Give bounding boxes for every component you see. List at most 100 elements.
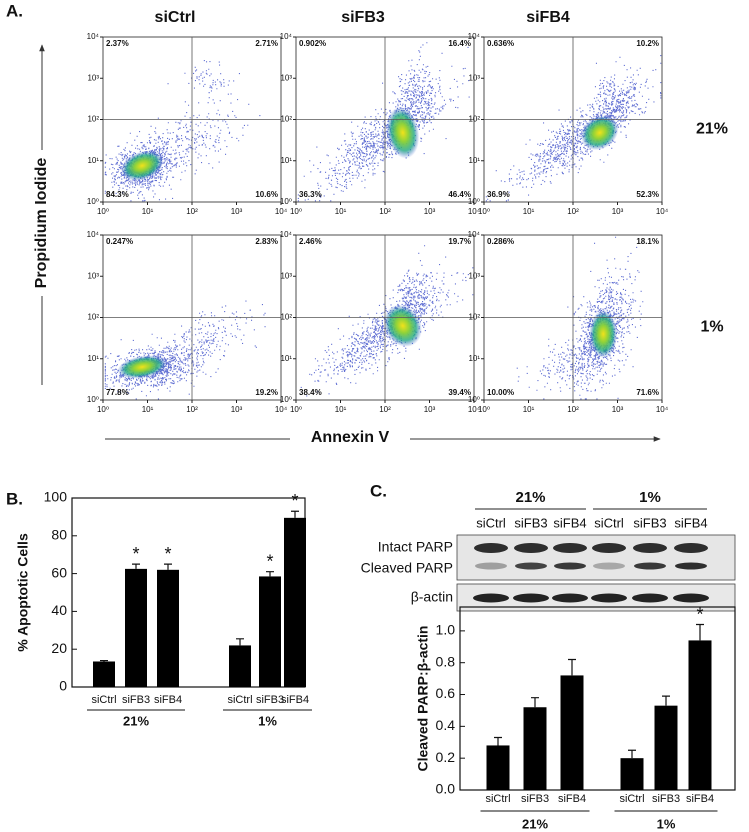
error-bar [662,695,670,706]
quadrant-percent: 10.00% [487,388,514,397]
y-tick-label: 10² [87,313,99,322]
x-tick-label: 10⁰ [97,405,109,414]
x-tick-label: 10¹ [142,405,154,414]
quadrant-percent: 39.4% [448,388,471,397]
y-tick-label: 100 [44,489,68,505]
column-header: siFB4 [526,9,570,26]
error-bar [628,749,636,759]
y-tick-label: 10⁰ [87,395,99,404]
blot-band [554,562,586,570]
y-tick-label: 1.0 [436,622,456,638]
x-tick-label: 10⁴ [275,207,288,216]
blot-band [673,593,709,603]
quadrant-percent: 10.6% [255,190,278,199]
density-core [383,304,422,347]
bar [486,745,510,790]
x-tick-label: 10⁰ [478,405,490,414]
blot-band [592,543,626,553]
event-dots [104,300,266,400]
x-tick-label: siCtrl [619,793,644,805]
event-dots [297,42,470,202]
band-label: Cleaved PARP [361,560,453,576]
y-tick-label: 10⁴ [468,230,481,239]
y-tick-label: 10¹ [87,156,99,165]
significance-marker: * [164,544,171,564]
blot-band [675,562,707,570]
quadrant-percent: 52.3% [636,190,659,199]
y-tick-label: 10³ [468,73,480,82]
bar [157,569,179,687]
y-tick-label: 60 [51,564,67,580]
label-backdrop [32,150,52,296]
y-tick-label: 0.6 [436,685,456,701]
x-tick-label: 10³ [424,207,436,216]
y-axis-label: % Apoptotic Cells [15,533,31,652]
y-tick-label: 10¹ [280,156,292,165]
y-tick-label: 10² [87,115,99,124]
bar [560,675,584,790]
x-tick-label: siCtrl [91,694,116,706]
y-tick-label: 10² [280,115,292,124]
x-tick-label: 10² [186,405,198,414]
y-tick-label: 0.8 [436,653,456,669]
x-tick-label: siFB3 [256,694,284,706]
density-core [589,310,618,358]
event-dots [516,236,644,400]
quadrant-percent: 36.3% [299,190,322,199]
x-axis-label: Annexin V [311,429,390,446]
band-label: β-actin [411,589,453,605]
x-tick-label: 10¹ [335,207,347,216]
x-tick-label: 10¹ [523,207,535,216]
blot-band [474,543,508,553]
blot-strip [456,534,736,581]
blot-band [634,562,666,570]
density-core [117,355,167,379]
significance-marker: * [291,491,298,511]
y-tick-label: 20 [51,640,67,656]
x-tick-label: siCtrl [227,694,252,706]
y-tick-label: 10³ [468,271,480,280]
x-tick-label: 10² [567,207,579,216]
lane-label: siFB3 [514,515,547,530]
x-tick-label: 10² [379,207,391,216]
blot-band [515,562,547,570]
error-bar [100,659,108,662]
quadrant-percent: 0.286% [487,237,514,246]
lane-label: siFB3 [633,515,666,530]
y-tick-label: 10⁴ [87,230,100,239]
quadrant-percent: 16.4% [448,39,471,48]
panel-label: A. [6,1,23,20]
y-tick-label: 10⁴ [280,32,293,41]
lane-label: siCtrl [476,515,506,530]
y-tick-label: 0.0 [436,781,456,797]
lane-label: siFB4 [553,515,586,530]
y-tick-label: 10⁰ [280,197,292,206]
y-tick-label: 10¹ [87,354,99,363]
y-tick-label: 10³ [87,271,99,280]
bar [523,707,547,790]
y-tick-label: 10⁰ [87,197,99,206]
error-bar [696,623,704,641]
x-tick-label: 10⁴ [468,207,481,216]
column-header: siCtrl [155,9,196,26]
error-bar [291,510,299,518]
group-label: 21% [522,816,548,831]
quadrant-percent: 84.3% [106,190,129,199]
bar [259,576,281,687]
group-label: 21% [515,489,545,506]
y-tick-label: 10⁰ [468,197,480,206]
blot-band [632,593,668,603]
y-tick-label: 10⁴ [468,32,481,41]
x-tick-label: siFB3 [521,793,549,805]
density-core [580,115,619,151]
blot-band [633,543,667,553]
blot-band [514,543,548,553]
blot-band [513,593,549,603]
y-tick-label: 10¹ [468,156,480,165]
flow-plot: 10⁰ 10¹ 10² 10³ 10⁴ 10⁰ 10¹ 10² 10³ 10⁴ 0.247% 2.83… [87,230,288,414]
quadrant-percent: 71.6% [636,388,659,397]
x-tick-label: 10⁴ [656,405,669,414]
y-tick-label: 10¹ [280,354,292,363]
